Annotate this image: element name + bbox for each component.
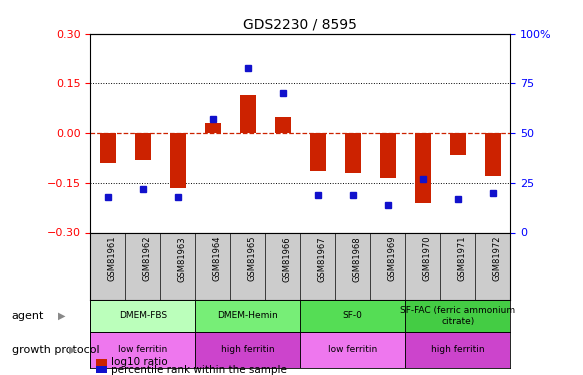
Text: GSM81967: GSM81967 <box>318 236 326 282</box>
Text: GSM81970: GSM81970 <box>423 236 431 281</box>
Bar <box>205 123 220 133</box>
Text: growth protocol: growth protocol <box>12 345 99 355</box>
Bar <box>300 300 405 332</box>
Bar <box>300 332 405 368</box>
Text: GSM81971: GSM81971 <box>458 236 466 281</box>
Bar <box>405 332 510 368</box>
Bar <box>450 133 465 154</box>
Text: agent: agent <box>12 311 44 321</box>
Bar <box>240 95 255 133</box>
Text: DMEM-Hemin: DMEM-Hemin <box>217 311 278 320</box>
Bar <box>310 133 325 171</box>
Bar <box>275 117 290 133</box>
Text: GSM81961: GSM81961 <box>108 236 117 281</box>
Text: GSM81968: GSM81968 <box>353 236 361 282</box>
Bar <box>380 133 395 178</box>
Text: GSM81969: GSM81969 <box>388 236 396 281</box>
Text: GSM81964: GSM81964 <box>213 236 222 281</box>
Bar <box>195 332 300 368</box>
Text: GSM81972: GSM81972 <box>493 236 501 281</box>
Text: high ferritin: high ferritin <box>431 345 484 354</box>
Text: log10 ratio: log10 ratio <box>111 357 167 367</box>
Text: GSM81965: GSM81965 <box>248 236 257 281</box>
Bar <box>345 133 360 173</box>
Text: low ferritin: low ferritin <box>328 345 377 354</box>
Text: GSM81966: GSM81966 <box>283 236 292 282</box>
Bar <box>195 300 300 332</box>
Text: DMEM-FBS: DMEM-FBS <box>119 311 167 320</box>
Title: GDS2230 / 8595: GDS2230 / 8595 <box>243 17 357 31</box>
Text: low ferritin: low ferritin <box>118 345 167 354</box>
Bar <box>415 133 430 202</box>
Bar <box>90 332 195 368</box>
Text: SF-0: SF-0 <box>343 311 363 320</box>
Text: ▶: ▶ <box>69 345 76 355</box>
Bar <box>90 300 195 332</box>
Text: percentile rank within the sample: percentile rank within the sample <box>111 365 287 375</box>
Bar <box>485 133 500 176</box>
Bar <box>405 300 510 332</box>
Bar <box>100 133 115 163</box>
Text: high ferritin: high ferritin <box>221 345 275 354</box>
Text: GSM81962: GSM81962 <box>143 236 152 281</box>
Bar <box>170 133 185 188</box>
Bar <box>135 133 150 160</box>
Text: GSM81963: GSM81963 <box>178 236 187 282</box>
Text: SF-FAC (ferric ammonium
citrate): SF-FAC (ferric ammonium citrate) <box>400 306 515 326</box>
Text: ▶: ▶ <box>58 311 66 321</box>
